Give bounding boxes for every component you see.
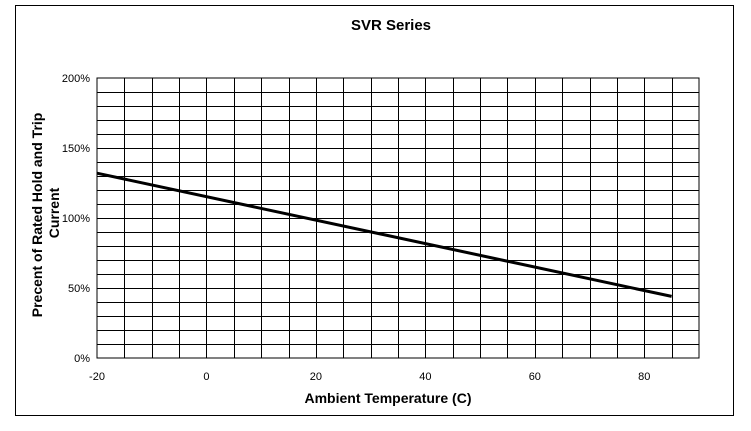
x-tick-label: 80 (638, 371, 650, 383)
series-line (96, 171, 672, 298)
x-tick-label: 0 (203, 371, 209, 383)
y-tick-label: 200% (62, 73, 90, 85)
y-tick-label: 50% (68, 283, 90, 295)
x-axis-title: Ambient Temperature (C) (305, 390, 472, 406)
y-axis-title-line-2: Current (46, 187, 62, 238)
chart-title: SVR Series (351, 17, 431, 34)
y-tick-label: 150% (62, 143, 90, 155)
x-tick-label: -20 (89, 371, 105, 383)
plot-area-border (96, 77, 700, 359)
x-tick-labels: -20 0 20 40 60 80 (89, 371, 650, 383)
grid-layer (97, 78, 699, 358)
chart-frame (15, 5, 734, 416)
x-tick-label: 40 (419, 371, 431, 383)
x-tick-label: 20 (310, 371, 322, 383)
x-tick-label: 60 (529, 371, 541, 383)
y-tick-labels: 0% 50% 100% 150% 200% (62, 73, 90, 365)
y-axis-title-line-1: Precent of Rated Hold and Trip (29, 113, 45, 318)
y-tick-label: 0% (74, 353, 90, 365)
y-tick-label: 100% (62, 213, 90, 225)
y-axis-title: Precent of Rated Hold and Trip Current (29, 109, 62, 317)
series-layer (96, 171, 672, 298)
